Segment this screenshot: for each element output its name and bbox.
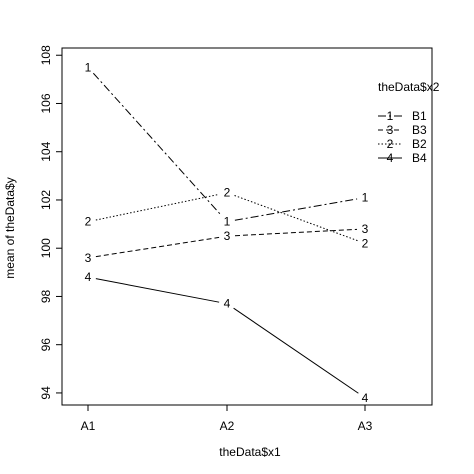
series-B3: 3 3 3 bbox=[85, 222, 369, 265]
legend-label: B3 bbox=[412, 123, 427, 137]
series-B2: 2 2 2 bbox=[85, 186, 369, 251]
y-tick-label: 94 bbox=[39, 386, 53, 400]
data-point-marker: 3 bbox=[85, 251, 92, 265]
legend-symbol: 2 bbox=[387, 137, 394, 151]
legend-label: B4 bbox=[412, 151, 427, 165]
y-tick-label: 102 bbox=[39, 190, 53, 210]
y-axis: 94 96 98 100 102 104 106 108 bbox=[39, 45, 63, 400]
data-point-marker: 1 bbox=[224, 215, 231, 229]
data-point-marker: 1 bbox=[362, 191, 369, 205]
legend: theData$x2 1 B1 3 B3 2 B2 4 B4 bbox=[378, 80, 440, 165]
data-point-marker: 3 bbox=[224, 229, 231, 243]
y-tick-label: 96 bbox=[39, 338, 53, 352]
series-segment bbox=[95, 278, 220, 303]
x-tick-label: A3 bbox=[358, 419, 373, 433]
series-segment bbox=[233, 307, 359, 394]
x-tick-label: A2 bbox=[220, 419, 235, 433]
data-point-marker: 3 bbox=[362, 222, 369, 236]
series-segment bbox=[92, 72, 223, 217]
series-segment bbox=[234, 228, 358, 237]
legend-symbol: 1 bbox=[387, 109, 394, 123]
x-axis: A1 A2 A3 bbox=[81, 404, 373, 433]
legend-label: B2 bbox=[412, 137, 427, 151]
y-tick-label: 108 bbox=[39, 45, 53, 65]
legend-title: theData$x2 bbox=[378, 80, 440, 94]
y-tick-label: 106 bbox=[39, 93, 53, 113]
data-point-marker: 2 bbox=[224, 186, 231, 200]
series-segment bbox=[95, 193, 220, 221]
series-segment bbox=[95, 236, 220, 258]
y-axis-title: mean of theData$y bbox=[3, 177, 17, 278]
legend-symbol: 3 bbox=[387, 123, 394, 137]
y-tick-label: 98 bbox=[39, 289, 53, 303]
legend-symbol: 4 bbox=[387, 151, 394, 165]
series-segment bbox=[234, 198, 358, 221]
series-B4: 4 4 4 bbox=[85, 270, 369, 405]
data-point-marker: 4 bbox=[362, 391, 369, 405]
data-point-marker: 4 bbox=[85, 270, 92, 284]
x-axis-title: theData$x1 bbox=[219, 445, 281, 459]
data-point-marker: 2 bbox=[362, 236, 369, 250]
legend-label: B1 bbox=[412, 109, 427, 123]
series-segment bbox=[234, 195, 358, 242]
data-point-marker: 1 bbox=[85, 60, 92, 74]
series-B1: 1 1 1 bbox=[85, 60, 369, 228]
y-tick-label: 104 bbox=[39, 141, 53, 161]
data-point-marker: 2 bbox=[85, 215, 92, 229]
plot-frame bbox=[61, 47, 433, 406]
data-point-marker: 4 bbox=[224, 297, 231, 311]
y-tick-label: 100 bbox=[39, 238, 53, 258]
x-tick-label: A1 bbox=[81, 419, 96, 433]
